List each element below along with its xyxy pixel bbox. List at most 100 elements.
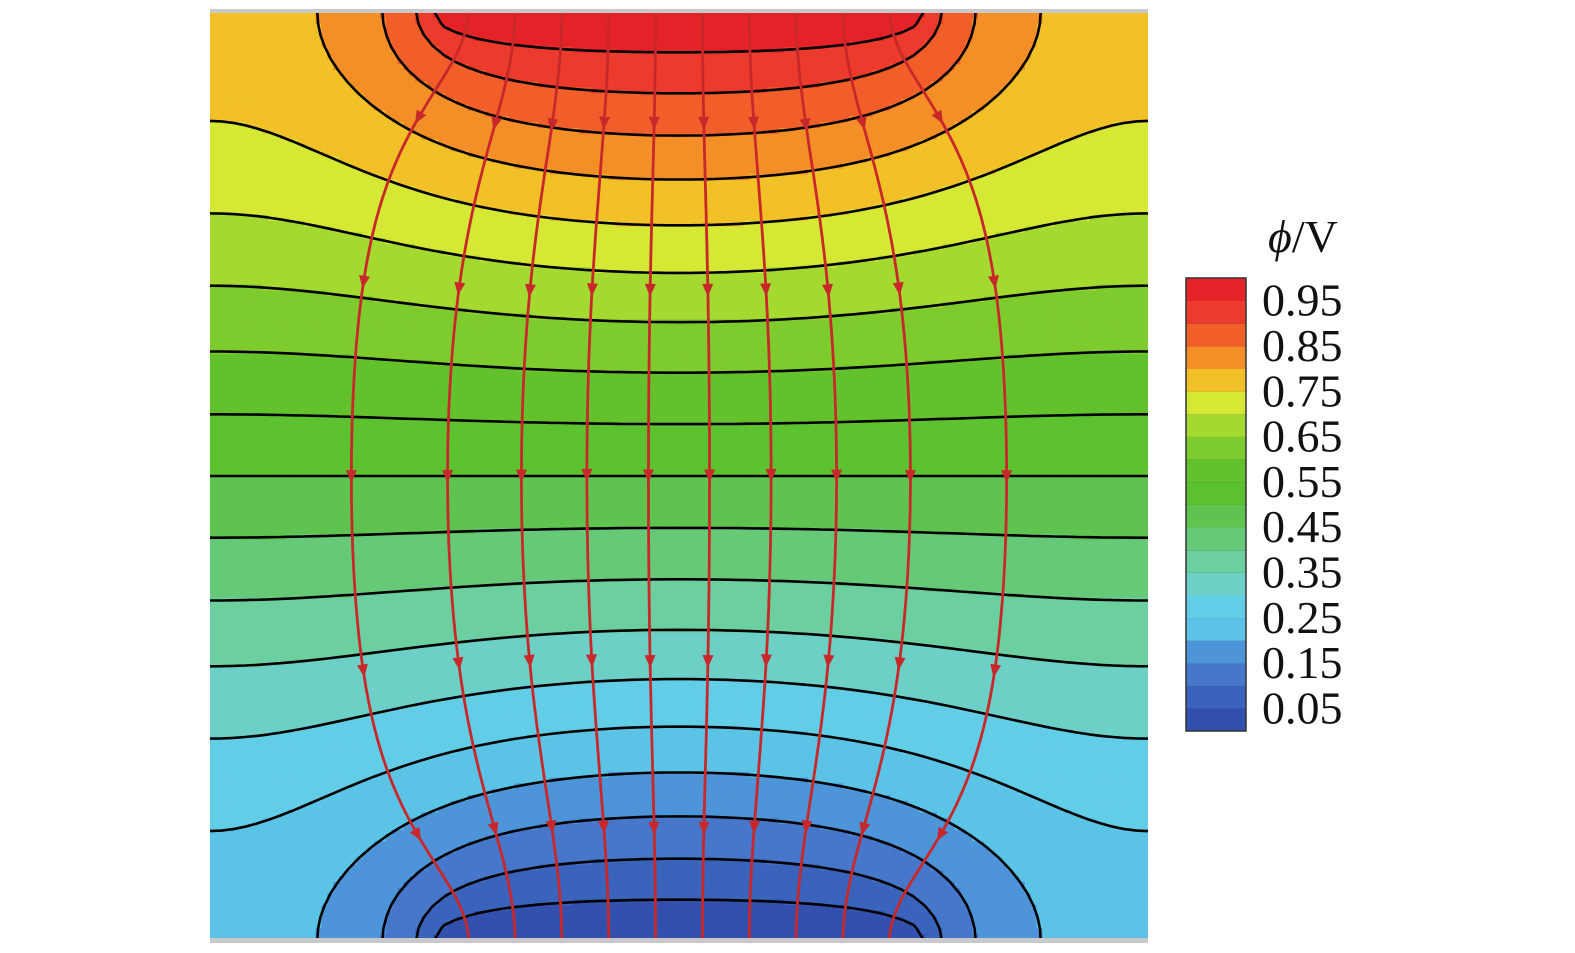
heatmap-cell <box>327 29 333 35</box>
heatmap-cell <box>562 134 568 140</box>
heatmap-cell <box>345 93 351 99</box>
heatmap-cell <box>274 87 280 93</box>
heatmap-cell <box>925 70 931 76</box>
heatmap-cell <box>931 128 937 134</box>
heatmap-cell <box>398 163 404 169</box>
heatmap-cell <box>392 111 398 117</box>
heatmap-cell <box>1119 29 1125 35</box>
heatmap-cell <box>620 140 626 146</box>
heatmap-cell <box>720 140 726 146</box>
heatmap-cell <box>802 76 808 82</box>
heatmap-cell <box>286 122 292 128</box>
heatmap-cell <box>1095 180 1101 186</box>
heatmap-cell <box>743 169 749 175</box>
heatmap-cell <box>333 76 339 82</box>
heatmap-cell <box>263 186 269 192</box>
heatmap-cell <box>644 82 650 88</box>
heatmap-cell <box>274 47 280 53</box>
heatmap-cell <box>867 64 873 70</box>
heatmap-cell <box>855 64 861 70</box>
heatmap-cell <box>257 157 263 163</box>
heatmap-cell <box>280 140 286 146</box>
heatmap-cell <box>1136 24 1142 30</box>
heatmap-cell <box>362 111 368 117</box>
heatmap-cell <box>591 163 597 169</box>
heatmap-cell <box>544 186 550 192</box>
heatmap-cell <box>667 169 673 175</box>
heatmap-cell <box>486 105 492 111</box>
heatmap-cell <box>1125 41 1131 47</box>
heatmap-cell <box>831 174 837 180</box>
heatmap-cell <box>603 145 609 151</box>
heatmap-cell <box>468 93 474 99</box>
heatmap-cell <box>1089 116 1095 122</box>
heatmap-cell <box>673 64 679 70</box>
heatmap-cell <box>714 82 720 88</box>
heatmap-cell <box>568 105 574 111</box>
heatmap-cell <box>380 53 386 59</box>
heatmap-cell <box>896 174 902 180</box>
heatmap-cell <box>1136 87 1142 93</box>
heatmap-cell <box>1007 186 1013 192</box>
heatmap-cell <box>990 76 996 82</box>
heatmap-cell <box>996 99 1002 105</box>
heatmap-cell <box>532 58 538 64</box>
heatmap-cell <box>949 41 955 47</box>
heatmap-cell <box>427 128 433 134</box>
heatmap-cell <box>362 87 368 93</box>
heatmap-cell <box>1031 140 1037 146</box>
heatmap-cell <box>966 140 972 146</box>
heatmap-cell <box>1001 186 1007 192</box>
heatmap-cell <box>1072 122 1078 128</box>
heatmap-cell <box>814 93 820 99</box>
heatmap-cell <box>1042 105 1048 111</box>
heatmap-cell <box>673 18 679 24</box>
heatmap-cell <box>286 93 292 99</box>
heatmap-cell <box>462 128 468 134</box>
heatmap-cell <box>228 53 234 59</box>
heatmap-cell <box>468 47 474 53</box>
heatmap-cell <box>210 186 216 192</box>
heatmap-cell <box>1142 18 1148 24</box>
heatmap-cell <box>392 93 398 99</box>
heatmap-cell <box>808 128 814 134</box>
heatmap-cell <box>796 151 802 157</box>
heatmap-cell <box>398 82 404 88</box>
heatmap-cell <box>222 87 228 93</box>
heatmap-cell <box>515 186 521 192</box>
heatmap-cell <box>626 180 632 186</box>
heatmap-cell <box>345 35 351 41</box>
heatmap-cell <box>656 140 662 146</box>
heatmap-cell <box>1042 29 1048 35</box>
heatmap-cell <box>843 93 849 99</box>
heatmap-cell <box>708 53 714 59</box>
heatmap-cell <box>345 64 351 70</box>
heatmap-cell <box>263 122 269 128</box>
heatmap-cell <box>990 134 996 140</box>
heatmap-cell <box>292 157 298 163</box>
heatmap-cell <box>867 53 873 59</box>
heatmap-cell <box>743 151 749 157</box>
heatmap-cell <box>409 99 415 105</box>
heatmap-cell <box>972 35 978 41</box>
heatmap-cell <box>861 145 867 151</box>
heatmap-cell <box>632 58 638 64</box>
heatmap-cell <box>403 157 409 163</box>
heatmap-cell <box>896 24 902 30</box>
heatmap-cell <box>462 169 468 175</box>
heatmap-cell <box>726 140 732 146</box>
heatmap-cell <box>233 145 239 151</box>
heatmap-cell <box>943 24 949 30</box>
heatmap-cell <box>468 169 474 175</box>
heatmap-cell <box>1101 169 1107 175</box>
heatmap-cell <box>978 186 984 192</box>
heatmap-cell <box>409 105 415 111</box>
heatmap-cell <box>515 134 521 140</box>
heatmap-cell <box>984 35 990 41</box>
heatmap-cell <box>714 99 720 105</box>
heatmap-cell <box>263 64 269 70</box>
heatmap-cell <box>609 58 615 64</box>
heatmap-cell <box>1130 186 1136 192</box>
heatmap-cell <box>327 116 333 122</box>
heatmap-cell <box>585 18 591 24</box>
